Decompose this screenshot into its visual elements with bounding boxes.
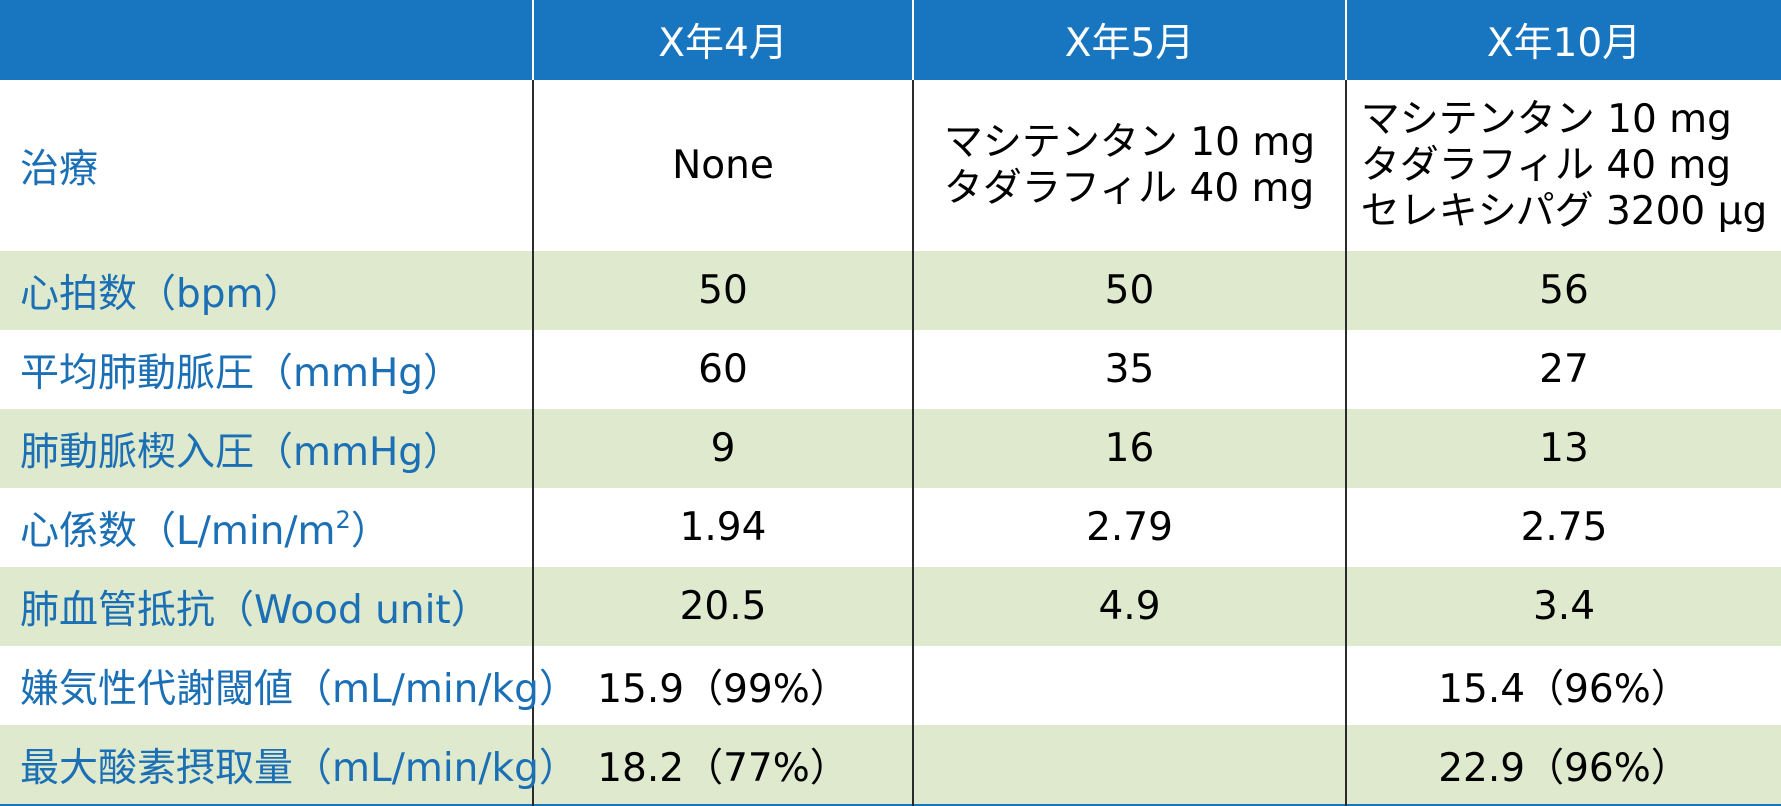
cell-value: 18.2（77%） bbox=[597, 745, 849, 791]
table-cell: 4.9 bbox=[912, 567, 1346, 646]
cell-value: 15.4（96%） bbox=[1438, 666, 1690, 712]
treatment-line: None bbox=[672, 142, 774, 188]
cell-value: 9 bbox=[710, 426, 736, 471]
row-label-text: 最大酸素摂取量（mL/min/kg） bbox=[20, 745, 578, 791]
table-row-cardiac-index: 心係数（L/min/m2） 1.94 2.79 2.75 bbox=[0, 488, 1781, 567]
treatment-line: タダラフィル 40 mg bbox=[1360, 142, 1732, 188]
treatment-list: マシテンタン 10 mg タダラフィル 40 mg セレキシパグ 3200 μg bbox=[1361, 97, 1767, 235]
row-label-text: 心係数（L/min/m2） bbox=[20, 505, 390, 554]
table-cell: 2.75 bbox=[1345, 488, 1781, 567]
cell-value: 1.94 bbox=[679, 505, 767, 550]
cell-value: 13 bbox=[1539, 426, 1589, 471]
header-date-may: X年5月 bbox=[912, 0, 1346, 80]
table-cell: 50 bbox=[532, 251, 913, 330]
table-cell: 56 bbox=[1345, 251, 1781, 330]
row-label-superscript: 2 bbox=[335, 505, 351, 534]
cell-value: 60 bbox=[698, 347, 748, 392]
row-label-text: 心拍数（bpm） bbox=[20, 271, 303, 317]
table-cell: 2.79 bbox=[912, 488, 1346, 567]
table-body: 治療 None マシテンタン 10 mg タダラフィル 40 mg マシテンタン… bbox=[0, 80, 1781, 805]
table-row-heart-rate: 心拍数（bpm） 50 50 56 bbox=[0, 251, 1781, 330]
cell-value: 50 bbox=[698, 268, 748, 313]
table-cell: 15.4（96%） bbox=[1345, 646, 1781, 725]
table-cell: 9 bbox=[532, 409, 913, 488]
row-label: 肺動脈楔入圧（mmHg） bbox=[0, 409, 533, 488]
row-label: 肺血管抵抗（Wood unit） bbox=[0, 567, 533, 646]
table-cell: マシテンタン 10 mg タダラフィル 40 mg セレキシパグ 3200 μg bbox=[1345, 80, 1781, 251]
table-row-pawp: 肺動脈楔入圧（mmHg） 9 16 13 bbox=[0, 409, 1781, 488]
table-row-pvr: 肺血管抵抗（Wood unit） 20.5 4.9 3.4 bbox=[0, 567, 1781, 646]
row-label-text: 肺血管抵抗（Wood unit） bbox=[20, 587, 490, 633]
treatment-line: タダラフィル 40 mg bbox=[943, 165, 1315, 211]
treatment-line: マシテンタン 10 mg bbox=[943, 119, 1316, 165]
header-corner-cell bbox=[0, 0, 533, 80]
cell-value: 22.9（96%） bbox=[1438, 745, 1690, 791]
treatment-line: マシテンタン 10 mg bbox=[1360, 96, 1732, 142]
header-date-apr: X年4月 bbox=[532, 0, 913, 80]
cell-value: 56 bbox=[1539, 268, 1589, 313]
table-cell: マシテンタン 10 mg タダラフィル 40 mg bbox=[912, 80, 1346, 251]
cell-value: 3.4 bbox=[1532, 584, 1596, 629]
table-row-peak-vo2: 最大酸素摂取量（mL/min/kg） 18.2（77%） 22.9（96%） bbox=[0, 725, 1781, 805]
table-cell: 15.9（99%） bbox=[532, 646, 913, 725]
cell-value: 15.9（99%） bbox=[597, 666, 849, 712]
table-cell bbox=[912, 725, 1346, 805]
table-cell: 13 bbox=[1345, 409, 1781, 488]
table-cell: 27 bbox=[1345, 330, 1781, 409]
table-row-anaerobic-threshold: 嫌気性代謝閾値（mL/min/kg） 15.9（99%） 15.4（96%） bbox=[0, 646, 1781, 725]
table-cell bbox=[912, 646, 1346, 725]
cell-value: 4.9 bbox=[1098, 584, 1161, 629]
row-label-text: 平均肺動脈圧（mmHg） bbox=[20, 350, 463, 396]
table-cell: 22.9（96%） bbox=[1345, 725, 1781, 805]
row-label: 心拍数（bpm） bbox=[0, 251, 533, 330]
cell-value: 35 bbox=[1104, 347, 1155, 392]
table-cell: 35 bbox=[912, 330, 1346, 409]
table-header: X年4月 X年5月 X年10月 bbox=[0, 0, 1781, 80]
table-cell: 50 bbox=[912, 251, 1346, 330]
row-label-end: ） bbox=[350, 508, 390, 554]
table-cell: 1.94 bbox=[532, 488, 913, 567]
row-label-main: 心係数（L/min/m bbox=[20, 508, 336, 554]
cell-value: 27 bbox=[1539, 347, 1589, 392]
table-row-mean-pap: 平均肺動脈圧（mmHg） 60 35 27 bbox=[0, 330, 1781, 409]
row-label: 治療 bbox=[0, 80, 533, 251]
row-label-text: 治療 bbox=[20, 146, 99, 192]
cell-value: 2.79 bbox=[1086, 505, 1173, 550]
table-cell: 60 bbox=[532, 330, 913, 409]
cell-value: 16 bbox=[1104, 426, 1155, 471]
table-cell: 16 bbox=[912, 409, 1346, 488]
table-cell: 18.2（77%） bbox=[532, 725, 913, 805]
cell-value: 2.75 bbox=[1520, 505, 1608, 550]
header-date-oct: X年10月 bbox=[1345, 0, 1781, 80]
row-label: 最大酸素摂取量（mL/min/kg） bbox=[0, 725, 578, 805]
table-cell: 3.4 bbox=[1345, 567, 1781, 646]
row-label: 心係数（L/min/m2） bbox=[0, 488, 533, 567]
header-row: X年4月 X年5月 X年10月 bbox=[0, 0, 1781, 80]
treatment-list: マシテンタン 10 mg タダラフィル 40 mg bbox=[944, 120, 1315, 212]
row-label: 平均肺動脈圧（mmHg） bbox=[0, 330, 533, 409]
row-label: 嫌気性代謝閾値（mL/min/kg） bbox=[0, 646, 578, 725]
row-label-text: 嫌気性代謝閾値（mL/min/kg） bbox=[20, 666, 578, 712]
row-label-text: 肺動脈楔入圧（mmHg） bbox=[20, 429, 463, 475]
cell-value: 20.5 bbox=[679, 584, 767, 629]
table-cell: 20.5 bbox=[532, 567, 913, 646]
cell-value: 50 bbox=[1104, 268, 1155, 313]
table-row-treatment: 治療 None マシテンタン 10 mg タダラフィル 40 mg マシテンタン… bbox=[0, 80, 1781, 251]
treatment-line: セレキシパグ 3200 μg bbox=[1360, 188, 1768, 234]
table-cell: None bbox=[532, 80, 913, 251]
treatment-list: None bbox=[672, 143, 774, 189]
